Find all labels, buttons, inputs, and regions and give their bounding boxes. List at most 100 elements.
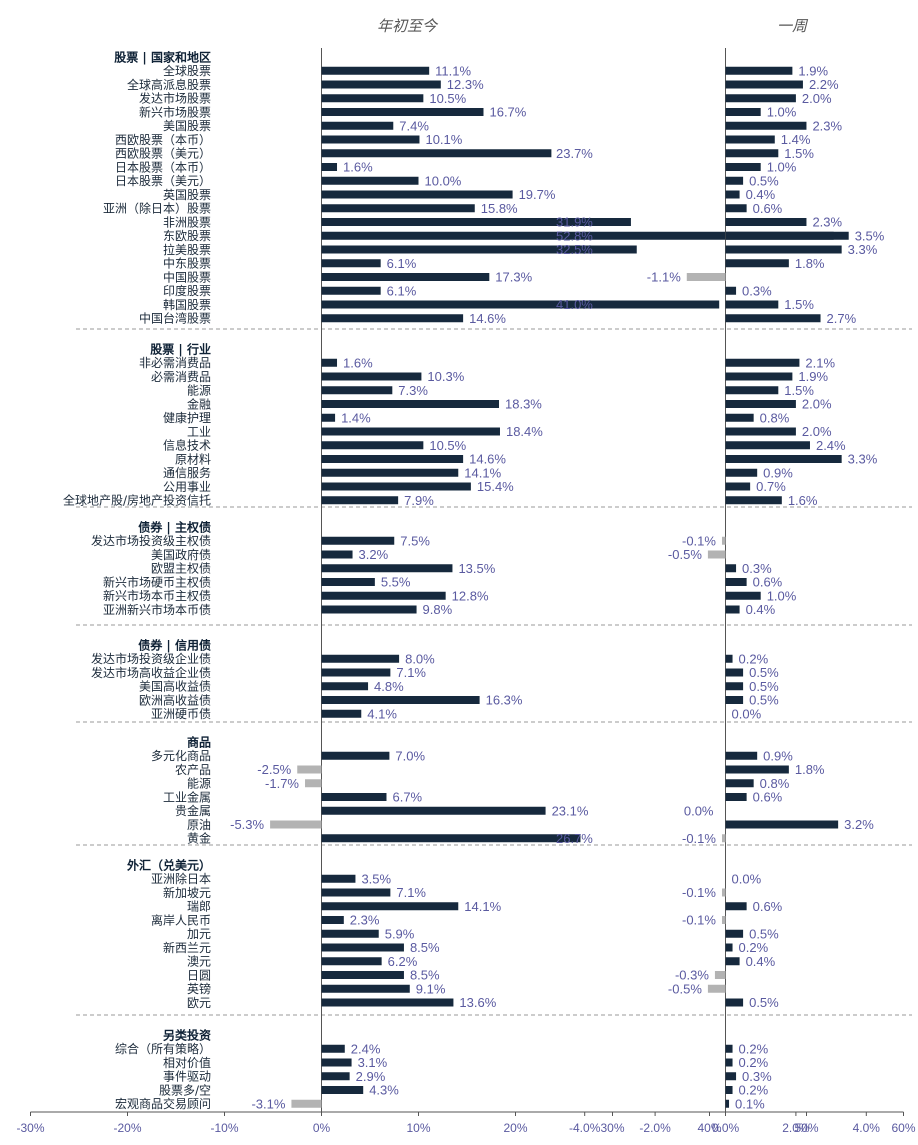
week-data-label: 1.0% [767,105,797,120]
week-bar [721,834,726,843]
ytd-bar [321,482,471,491]
week-x-tick-label: 4.0% [853,1121,881,1135]
group-header: 股票 | 国家和地区 [114,50,211,65]
ytd-bar [321,605,417,614]
ytd-data-label: 6.2% [388,954,418,969]
category-label: 黄金 [187,831,211,846]
ytd-bar [321,190,513,199]
group-header: 债券 | 信用债 [138,638,211,653]
ytd-data-label: 52.8% [556,228,593,243]
ytd-data-label: 7.0% [395,748,425,763]
ytd-bar [305,779,322,788]
group-header: 商品 [187,735,211,750]
ytd-bar [321,984,410,993]
category-label: 日本股票（本币） [115,160,211,174]
category-label: 英国股票 [163,188,211,202]
ytd-x-tick-label: 50% [794,1121,818,1135]
ytd-data-label: 5.5% [381,575,411,590]
category-label: 韩国股票 [163,297,211,312]
ytd-bar [321,874,356,883]
week-data-label: -0.1% [682,913,716,928]
week-data-label: 0.7% [756,479,786,494]
ytd-bar [321,121,394,130]
ytd-bar [321,496,399,505]
week-bar [725,441,810,450]
week-data-label: 0.4% [746,602,776,617]
week-data-label: 2.7% [827,311,857,326]
week-data-label: 0.8% [760,410,790,425]
week-bar [725,765,789,774]
ytd-bar [321,273,490,281]
week-bar [725,1044,733,1053]
week-data-label: 0.5% [749,173,779,188]
ytd-data-label: 8.0% [405,651,435,666]
ytd-data-label: 3.1% [358,1055,388,1070]
category-label: 亚洲硬币债 [151,707,211,721]
ytd-bar [321,668,391,677]
ytd-bar [270,820,322,829]
week-panel-title: 一周 [777,17,809,35]
week-data-label: 2.2% [809,77,839,92]
week-x-tick-label: -4.0% [569,1121,601,1135]
week-data-label: -0.5% [668,981,702,996]
week-bar [721,916,726,924]
category-label: 新兴市场硬币主权债 [103,574,211,589]
ytd-bar [321,218,631,226]
ytd-bar [321,806,546,815]
week-bar [725,108,761,116]
category-label: 欧盟主权债 [151,562,211,576]
group-header: 债券 | 主权债 [138,520,211,535]
group-separators [76,328,912,1016]
category-label: 日圆 [187,968,211,982]
category-label: 事件驱动 [163,1070,211,1084]
ytd-data-label: 6.1% [387,256,417,271]
category-label: 欧元 [187,996,211,1010]
week-data-label: 1.9% [798,369,828,384]
week-data-label: 0.8% [760,776,790,791]
ytd-data-label: 1.4% [341,410,371,425]
week-bar [725,482,751,491]
ytd-data-label: -1.7% [265,776,299,791]
ytd-bar [321,149,552,158]
week-bar [725,1099,730,1108]
ytd-data-label: 10.1% [425,132,462,147]
ytd-bar [321,94,424,103]
ytd-bar [321,971,404,979]
week-data-label: 0.2% [739,1041,769,1056]
week-bar [725,94,796,103]
ytd-panel-title: 年初至今 [377,17,439,35]
week-data-label: 1.4% [781,132,811,147]
week-bar [725,231,849,240]
ytd-bar [321,536,395,545]
ytd-data-label: 26.7% [556,831,593,846]
ytd-x-tick-label: -30% [16,1121,44,1135]
week-bar [725,386,779,395]
week-data-label: 1.0% [767,160,797,175]
week-bar [725,218,807,226]
ytd-bar [321,400,500,408]
week-data-label: 0.3% [742,283,772,298]
ytd-data-label: 9.8% [423,602,453,617]
ytd-bar [291,1099,322,1108]
week-bar [725,413,754,422]
category-label: 公用事业 [163,480,211,494]
category-label: 相对价值 [163,1055,211,1070]
category-label: 工业金属 [163,789,211,804]
ytd-data-label: 17.3% [495,270,532,285]
week-data-label: 3.5% [855,228,885,243]
ytd-bar [321,834,581,843]
category-labels: 股票 | 国家和地区全球股票全球高派息股票发达市场股票新兴市场股票美国股票西欧股… [63,50,211,1112]
category-label: 瑞郎 [187,900,211,914]
ytd-bar [321,413,336,422]
category-label: 西欧股票（美元） [115,147,211,161]
category-label: 全球地产股/房地产投资信托 [63,493,211,508]
category-label: 非洲股票 [163,215,211,229]
week-bar [725,468,758,477]
week-bar [725,1086,733,1094]
week-data-label: 0.2% [739,651,769,666]
ytd-data-label: 14.6% [469,452,506,467]
week-bar [725,1058,733,1067]
week-data-label: 2.3% [812,118,842,133]
ytd-panel: -30% -20% -10% 0% 10% 20% 30% 40% 50% 60%11.1%12.… [16,48,916,1135]
week-bar [725,121,807,130]
